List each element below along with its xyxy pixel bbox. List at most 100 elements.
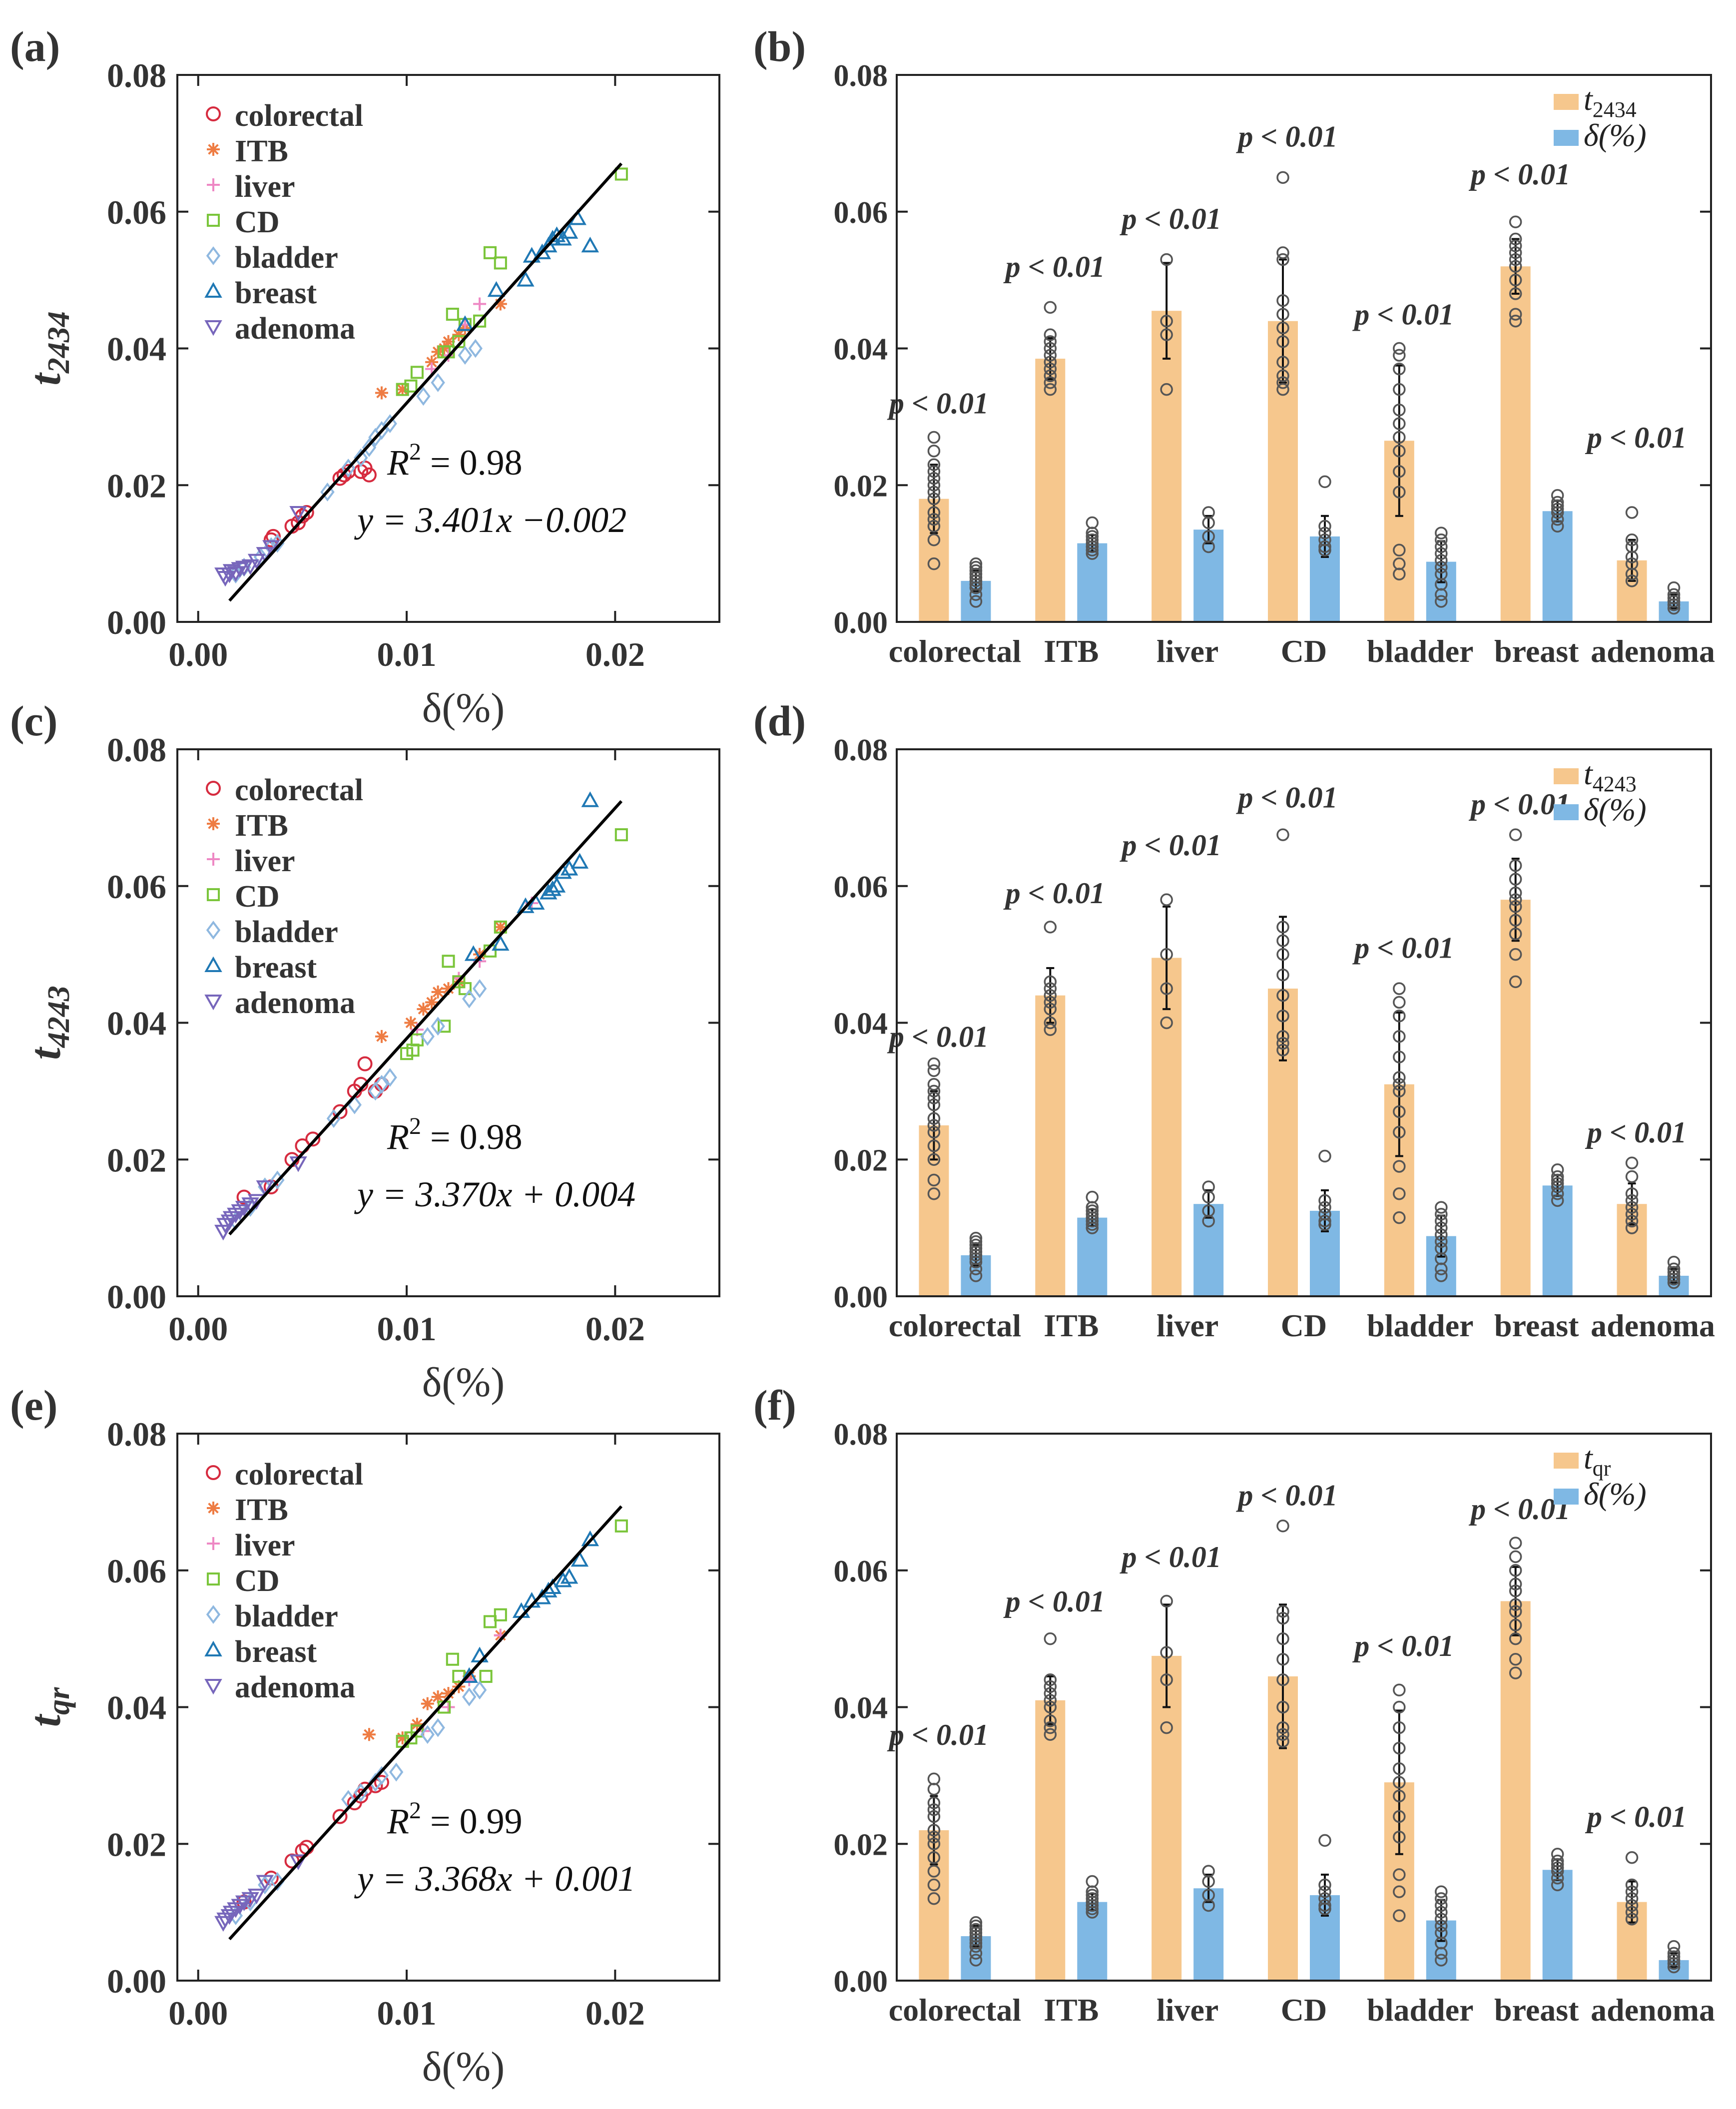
point-breast xyxy=(517,897,535,913)
dot-t-breast xyxy=(1509,975,1522,989)
dot-t-colorectal xyxy=(927,1084,941,1098)
p-value-ITB: p < 0.01 xyxy=(1003,1585,1105,1618)
dot-delta-CD xyxy=(1318,1892,1331,1905)
y-tick-label: 0.06 xyxy=(834,1555,888,1588)
dot-t-ITB xyxy=(1044,349,1057,362)
legend-label-adenoma: adenoma xyxy=(235,312,355,346)
dot-delta-adenoma xyxy=(1667,1947,1681,1960)
point-breast xyxy=(581,236,599,253)
point-adenoma xyxy=(256,1875,274,1891)
dot-t-CD xyxy=(1276,246,1289,259)
point-breast xyxy=(560,223,579,239)
point-CD xyxy=(494,1608,507,1621)
category-label-ITB: ITB xyxy=(1044,633,1099,669)
dot-t-breast xyxy=(1509,1652,1522,1666)
legend-marker-colorectal xyxy=(206,1465,221,1480)
dot-delta-colorectal xyxy=(969,1235,983,1248)
plot-frame xyxy=(896,1433,1712,1982)
x-axis-label: δ(%) xyxy=(422,2044,505,2090)
category-label-breast: breast xyxy=(1494,1308,1579,1343)
y-tick-label: 0.02 xyxy=(834,1143,888,1177)
point-CD xyxy=(446,1652,459,1666)
legend-marker-liver xyxy=(207,1537,220,1550)
legend-label-colorectal: colorectal xyxy=(235,99,363,133)
dot-delta-CD xyxy=(1318,1201,1331,1214)
y-tick-label: 0.00 xyxy=(107,1278,166,1316)
legend-label-liver: liver xyxy=(235,170,295,204)
legend-marker-adenoma xyxy=(204,994,222,1011)
y-tick-label: 0.04 xyxy=(834,333,888,367)
dot-delta-adenoma xyxy=(1667,1954,1681,1967)
point-adenoma xyxy=(222,564,241,580)
fit-equation: y = 3.370x + 0.004 xyxy=(354,1174,635,1214)
dot-t-adenoma xyxy=(1625,1899,1639,1912)
x-tick-label: 0.00 xyxy=(168,1994,228,2032)
legend-marker-ITB xyxy=(207,143,220,156)
legend-marker-bladder xyxy=(206,246,221,265)
point-bladder xyxy=(462,1687,477,1706)
category-label-bladder: bladder xyxy=(1367,1308,1473,1343)
x-axis-label: δ(%) xyxy=(422,685,505,731)
dot-t-adenoma xyxy=(1625,1885,1639,1898)
dot-delta-adenoma xyxy=(1667,1269,1681,1282)
p-value-liver: p < 0.01 xyxy=(1120,829,1221,862)
panel-b-bars: (b) colorectal p < 0.01 ITB p < 0.01 liver p <… xyxy=(753,22,1715,669)
dot-t-bladder xyxy=(1393,1721,1406,1734)
point-ITB xyxy=(494,297,507,311)
y-tick-label: 0.08 xyxy=(834,733,888,767)
dot-t-colorectal xyxy=(927,1119,941,1132)
category-label-liver: liver xyxy=(1157,1992,1218,2028)
dot-t-CD xyxy=(1276,921,1289,934)
dot-t-breast xyxy=(1509,273,1522,287)
dot-t-breast xyxy=(1509,232,1522,246)
p-value-ITB: p < 0.01 xyxy=(1003,250,1105,283)
dot-t-colorectal xyxy=(927,445,941,458)
dot-t-adenoma xyxy=(1625,1906,1639,1919)
dot-t-CD xyxy=(1276,1520,1289,1533)
legend-label-liver: liver xyxy=(235,1529,295,1563)
dot-t-breast xyxy=(1509,1550,1522,1564)
bar-delta-liver xyxy=(1193,1888,1224,1981)
dot-t-breast xyxy=(1509,1578,1522,1590)
p-value-adenoma: p < 0.01 xyxy=(1585,421,1687,454)
dot-delta-adenoma xyxy=(1667,1255,1681,1269)
dot-t-CD xyxy=(1276,369,1289,382)
point-adenoma xyxy=(289,1854,307,1870)
point-ITB xyxy=(417,1003,430,1016)
dot-delta-colorectal xyxy=(969,1954,983,1967)
legend-marker-bladder xyxy=(206,1605,221,1624)
point-ITB xyxy=(431,1690,445,1703)
y-axis-label-main: t xyxy=(21,1713,70,1727)
dot-delta-CD xyxy=(1318,1149,1331,1163)
point-bladder xyxy=(472,1680,487,1700)
y-tick-label: 0.02 xyxy=(107,1141,166,1179)
x-tick-label: 0.00 xyxy=(168,635,228,673)
dot-t-ITB xyxy=(1044,369,1057,382)
dot-t-bladder xyxy=(1393,431,1406,444)
dot-t-breast xyxy=(1509,1666,1522,1679)
dot-delta-ITB xyxy=(1086,516,1099,529)
legend-marker-ITB xyxy=(207,1502,220,1515)
y-axis-label-main: t xyxy=(21,1047,70,1060)
dot-t-bladder xyxy=(1393,1789,1406,1803)
dot-delta-bladder xyxy=(1435,1269,1448,1282)
plot-frame xyxy=(896,748,1712,1297)
dot-t-bladder xyxy=(1393,362,1406,376)
r2-label: R2 = 0.99 xyxy=(387,1797,523,1841)
legend-marker-breast xyxy=(204,956,222,973)
dot-t-colorectal xyxy=(927,1187,941,1200)
dot-t-breast xyxy=(1509,886,1522,900)
point-breast xyxy=(581,791,599,807)
point-CD xyxy=(404,379,418,393)
dot-t-colorectal xyxy=(927,1865,941,1878)
dot-delta-ITB xyxy=(1086,1208,1099,1221)
dot-t-CD xyxy=(1276,294,1289,307)
dot-t-CD xyxy=(1276,321,1289,335)
dot-delta-bladder xyxy=(1435,1892,1448,1905)
dot-t-breast xyxy=(1509,315,1522,328)
legend-label-colorectal: colorectal xyxy=(235,773,363,807)
dot-delta-CD xyxy=(1318,1834,1331,1847)
dot-t-liver xyxy=(1160,982,1173,995)
dot-t-CD xyxy=(1276,308,1289,321)
